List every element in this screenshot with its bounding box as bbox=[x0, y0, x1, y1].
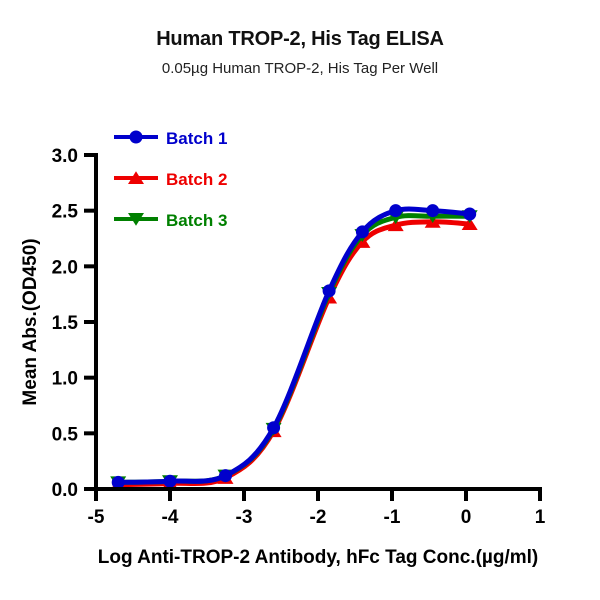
chart-legend: Batch 1 Batch 2 Batch 3 bbox=[114, 129, 227, 230]
series-line bbox=[115, 206, 473, 485]
x-tick-label: -3 bbox=[236, 507, 253, 528]
data-point bbox=[461, 217, 478, 231]
y-tick-label: 2.5 bbox=[52, 202, 79, 223]
axes-layer bbox=[84, 153, 542, 501]
x-tick-label: -5 bbox=[88, 507, 105, 528]
chart-subtitle: 0.05µg Human TROP-2, His Tag Per Well bbox=[161, 60, 439, 77]
y-axis-tick-labels: 0.0 0.5 1.0 1.5 2.0 2.5 3.0 bbox=[52, 146, 79, 501]
x-tick-label: 0 bbox=[461, 507, 472, 528]
x-tick-label: -2 bbox=[310, 507, 327, 528]
y-tick-label: 0.0 bbox=[52, 480, 78, 501]
x-tick-label: 1 bbox=[535, 507, 546, 528]
chart-title: Human TROP-2, His Tag ELISA bbox=[156, 28, 444, 50]
legend-label: Batch 3 bbox=[166, 211, 227, 230]
data-point bbox=[267, 421, 281, 435]
data-point bbox=[387, 218, 404, 232]
legend-marker bbox=[128, 213, 144, 226]
legend-label: Batch 2 bbox=[166, 170, 227, 189]
legend-marker bbox=[128, 171, 144, 184]
y-tick-label: 1.0 bbox=[52, 369, 78, 390]
data-point bbox=[389, 204, 403, 218]
legend-marker bbox=[129, 130, 143, 144]
series-batch-1 bbox=[111, 204, 477, 489]
data-point bbox=[322, 284, 336, 298]
data-point bbox=[463, 207, 477, 221]
series-line bbox=[115, 219, 473, 488]
x-axis-ticks bbox=[94, 489, 542, 501]
series-batch-2 bbox=[110, 215, 478, 491]
y-tick-label: 0.5 bbox=[52, 424, 79, 445]
data-point bbox=[111, 475, 125, 489]
series-line bbox=[115, 213, 473, 485]
x-tick-label: -1 bbox=[384, 507, 401, 528]
y-tick-label: 2.0 bbox=[52, 257, 78, 278]
legend-item-batch-3[interactable]: Batch 3 bbox=[114, 211, 227, 230]
x-axis-title: Log Anti-TROP-2 Antibody, hFc Tag Conc.(… bbox=[98, 547, 539, 568]
y-tick-label: 1.5 bbox=[52, 313, 79, 334]
data-point bbox=[426, 204, 440, 218]
legend-label: Batch 1 bbox=[166, 129, 227, 148]
data-point bbox=[219, 469, 232, 483]
data-point bbox=[163, 474, 177, 488]
x-tick-label: -4 bbox=[162, 507, 179, 528]
y-axis-title: Mean Abs.(OD450) bbox=[20, 238, 41, 405]
y-tick-label: 3.0 bbox=[52, 146, 78, 167]
data-point bbox=[355, 225, 369, 239]
legend-item-batch-1[interactable]: Batch 1 bbox=[114, 129, 227, 148]
x-axis-tick-labels: -5 -4 -3 -2 -1 0 1 bbox=[88, 507, 546, 528]
series-batch-3 bbox=[110, 210, 478, 490]
series-layer bbox=[110, 204, 478, 491]
legend-item-batch-2[interactable]: Batch 2 bbox=[114, 170, 227, 189]
